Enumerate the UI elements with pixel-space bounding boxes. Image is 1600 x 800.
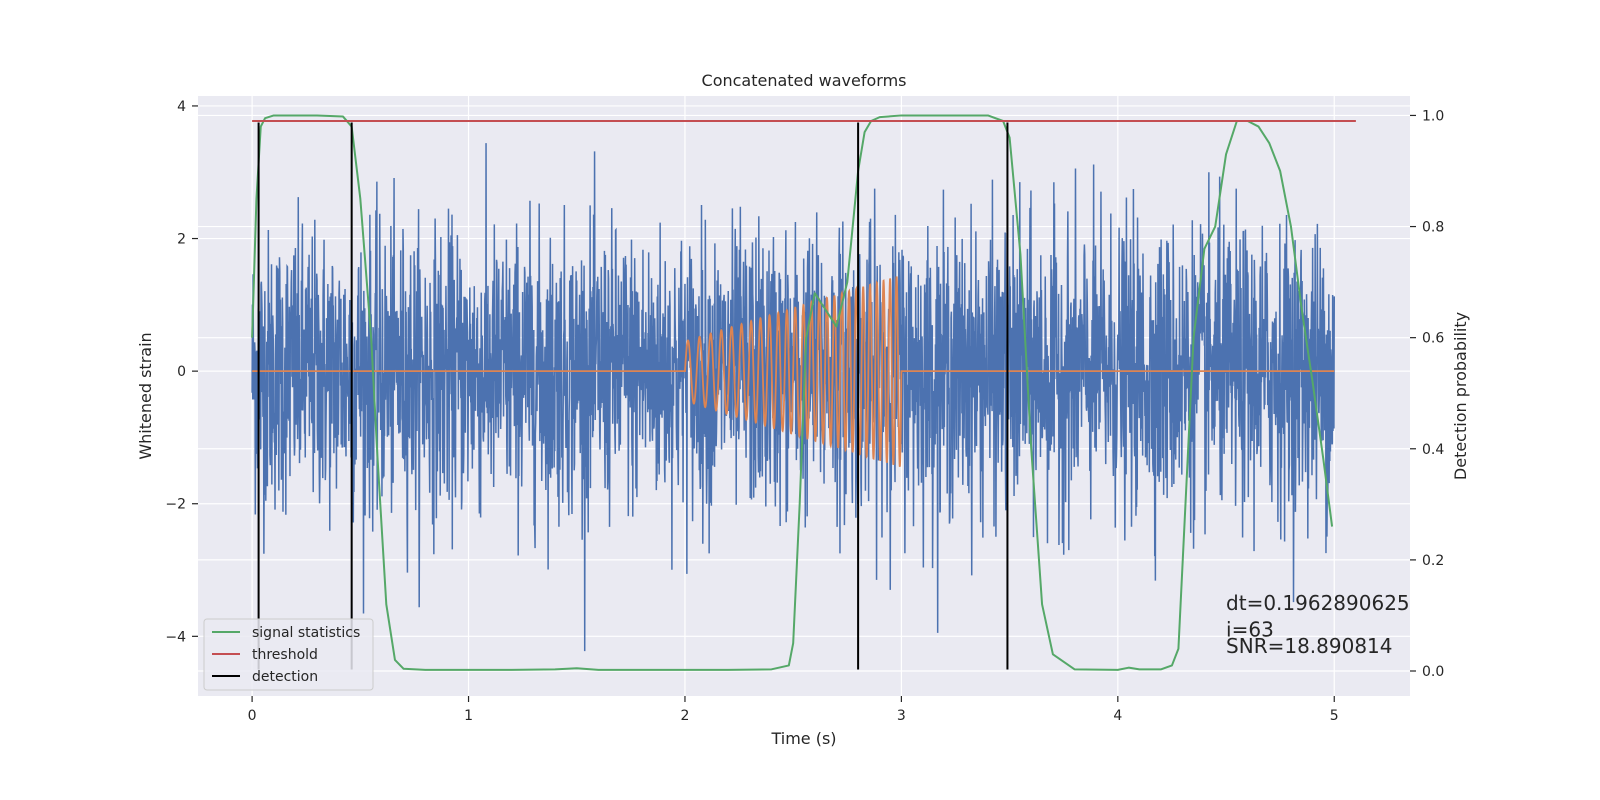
x-tick-label: 0	[248, 708, 257, 724]
signal-statistics-line	[251, 114, 1334, 671]
legend: signal statistics threshold detection	[203, 618, 374, 691]
plot-content	[251, 114, 1356, 671]
x-tick-label: 5	[1330, 708, 1339, 724]
left-y-tick-label: 0	[177, 364, 186, 380]
x-tick-label: 4	[1113, 708, 1122, 724]
left-y-tick-label: −2	[165, 497, 186, 513]
injected-signal-line	[252, 276, 1335, 467]
legend-label: threshold	[252, 647, 318, 663]
annotation-text: dt=0.1962890625	[1226, 591, 1410, 615]
right-y-axis-label: Detection probability	[1451, 312, 1470, 480]
x-axis: 0 1 2 3 4 5	[248, 696, 1339, 724]
right-y-tick-label: 1.0	[1422, 108, 1444, 124]
left-y-tick-label: 4	[177, 99, 186, 115]
annotation-text: i=63	[1226, 617, 1274, 641]
legend-box	[203, 618, 374, 691]
x-tick-label: 3	[897, 708, 906, 724]
right-y-axis: 0.0 0.2 0.4 0.6 0.8 1.0	[1410, 108, 1444, 680]
x-tick-label: 1	[464, 708, 473, 724]
left-y-axis-label: Whitened strain	[136, 332, 155, 459]
right-y-tick-label: 0.6	[1422, 331, 1444, 347]
legend-label: signal statistics	[252, 625, 360, 641]
right-y-tick-label: 0.0	[1422, 664, 1444, 680]
legend-label: detection	[252, 669, 318, 685]
x-tick-label: 2	[681, 708, 690, 724]
chart-title: Concatenated waveforms	[702, 71, 907, 90]
left-y-tick-label: −4	[165, 629, 186, 645]
right-y-tick-label: 0.8	[1422, 220, 1444, 236]
left-y-tick-label: 2	[177, 232, 186, 248]
left-y-axis: −4 −2 0 2 4	[165, 99, 198, 645]
annotation-text: SNR=18.890814	[1226, 634, 1392, 658]
right-y-tick-label: 0.4	[1422, 442, 1444, 458]
x-axis-label: Time (s)	[770, 729, 836, 748]
right-y-tick-label: 0.2	[1422, 553, 1444, 569]
